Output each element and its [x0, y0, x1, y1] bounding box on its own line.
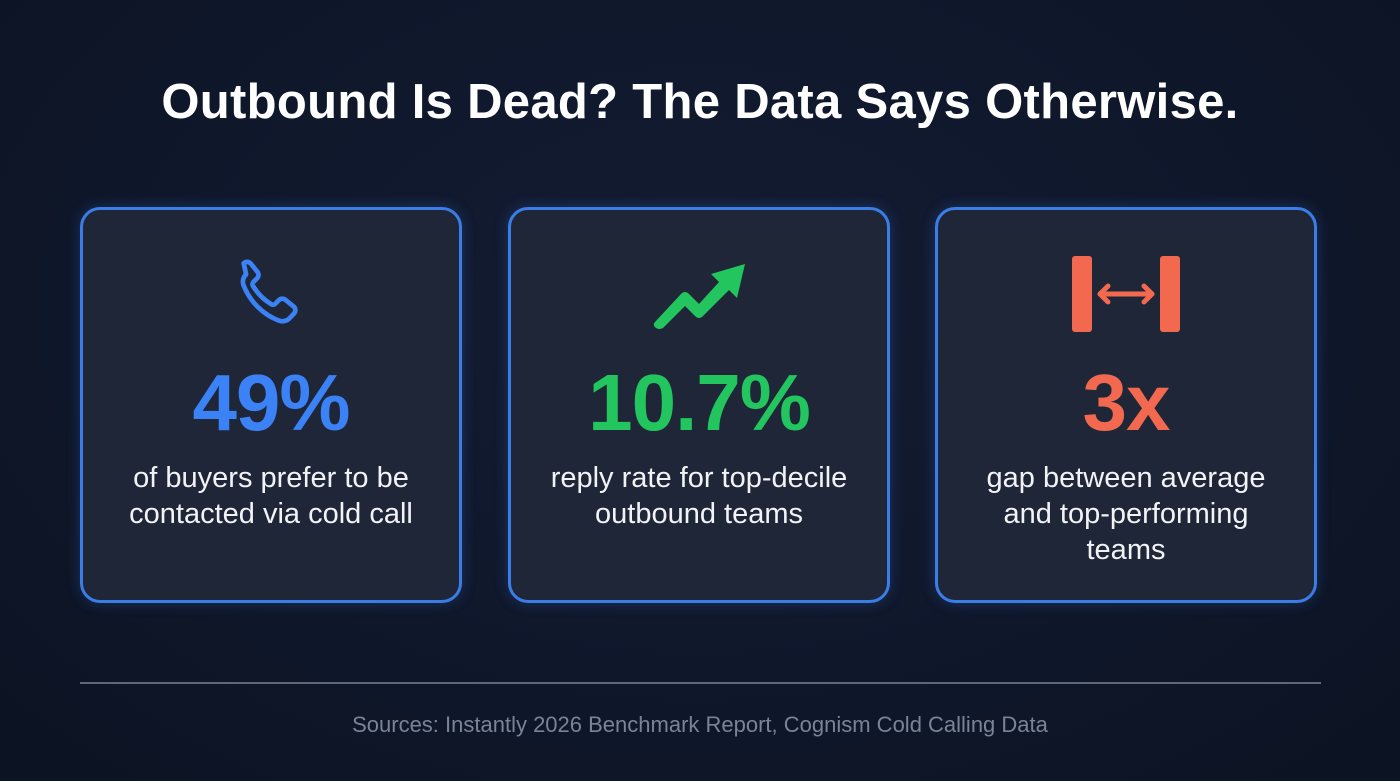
stat-description: reply rate for top-decile outbound teams [550, 462, 848, 530]
stat-card-performance-gap: 3x gap between average and top-performin… [935, 207, 1317, 603]
stat-value: 3x [1082, 358, 1171, 447]
trending-up-arrow-icon [639, 252, 759, 336]
stat-value: 49% [192, 358, 350, 447]
stat-cards: 49% of buyers prefer to be contacted via… [80, 207, 1321, 607]
stat-description: of buyers prefer to be contacted via col… [129, 462, 413, 530]
phone-icon [211, 252, 331, 336]
stat-card-cold-call: 49% of buyers prefer to be contacted via… [80, 207, 462, 603]
sources-footnote: Sources: Instantly 2026 Benchmark Report… [352, 712, 1048, 737]
stat-card-reply-rate: 10.7% reply rate for top-decile outbound… [508, 207, 890, 603]
stat-description: gap between average and top-performing t… [986, 462, 1266, 566]
stat-value: 10.7% [588, 358, 811, 447]
gap-bars-icon [1066, 252, 1186, 336]
page-title: Outbound Is Dead? The Data Says Otherwis… [161, 75, 1239, 129]
divider [80, 682, 1321, 684]
